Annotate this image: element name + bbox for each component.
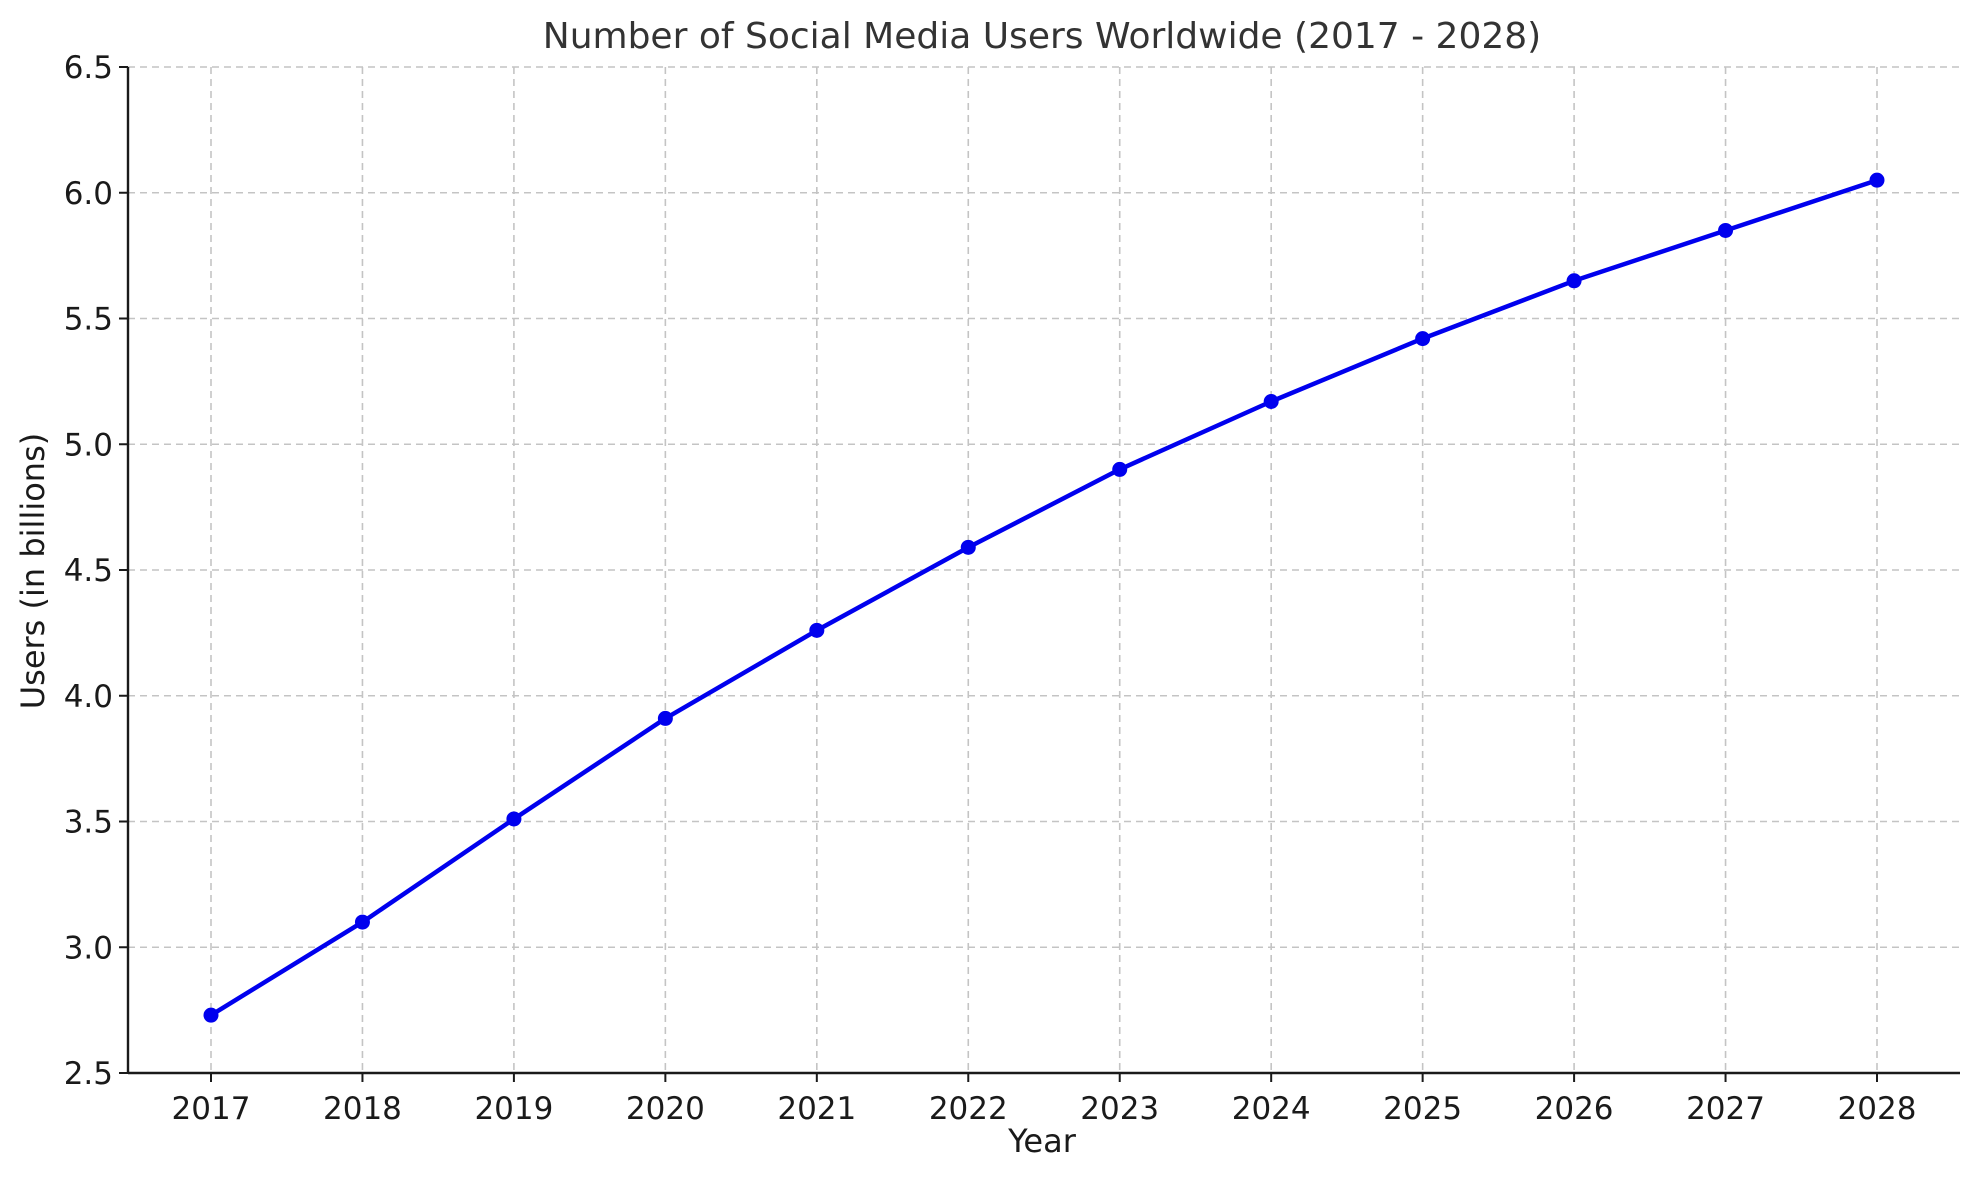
data-point <box>1869 172 1885 188</box>
x-tick-label: 2020 <box>626 1091 705 1127</box>
data-point <box>657 710 673 726</box>
x-tick-label: 2017 <box>172 1091 251 1127</box>
y-tick-label: 4.0 <box>64 679 113 715</box>
y-tick-label: 2.5 <box>64 1056 113 1092</box>
data-point <box>354 914 370 930</box>
data-point <box>1415 331 1431 347</box>
x-tick-label: 2028 <box>1838 1091 1917 1127</box>
data-point <box>1263 393 1279 409</box>
x-axis-label: Year <box>1007 1122 1077 1160</box>
y-tick-label: 6.5 <box>64 50 113 86</box>
series-layer <box>203 172 1885 1023</box>
x-tick-label: 2026 <box>1535 1091 1614 1127</box>
ticks-layer: 2017 2018 2019 2020 2021 2022 2023 2024 2025 2026… <box>64 50 1917 1127</box>
data-point <box>1566 273 1582 289</box>
x-tick-label: 2019 <box>474 1091 553 1127</box>
chart-title: Number of Social Media Users Worldwide (… <box>543 16 1541 57</box>
y-tick-label: 5.5 <box>64 302 113 338</box>
data-point <box>203 1007 219 1023</box>
data-point <box>960 539 976 555</box>
data-point <box>809 622 825 638</box>
data-point <box>1718 222 1734 238</box>
y-tick-label: 6.0 <box>64 176 113 212</box>
x-tick-label: 2022 <box>929 1091 1008 1127</box>
y-axis-label: Users (in billions) <box>14 433 52 710</box>
x-tick-label: 2025 <box>1383 1091 1462 1127</box>
x-tick-label: 2018 <box>323 1091 402 1127</box>
data-point <box>1112 461 1128 477</box>
series-line <box>208 177 1880 1018</box>
x-tick-label: 2023 <box>1080 1091 1159 1127</box>
data-point <box>506 811 522 827</box>
y-tick-label: 3.5 <box>64 805 113 841</box>
x-tick-label: 2021 <box>777 1091 856 1127</box>
x-tick-label: 2027 <box>1686 1091 1765 1127</box>
y-tick-label: 5.0 <box>64 427 113 463</box>
x-tick-label: 2024 <box>1232 1091 1311 1127</box>
grid-layer <box>128 66 1960 1074</box>
y-tick-label: 3.0 <box>64 930 113 966</box>
y-tick-label: 4.5 <box>64 553 113 589</box>
